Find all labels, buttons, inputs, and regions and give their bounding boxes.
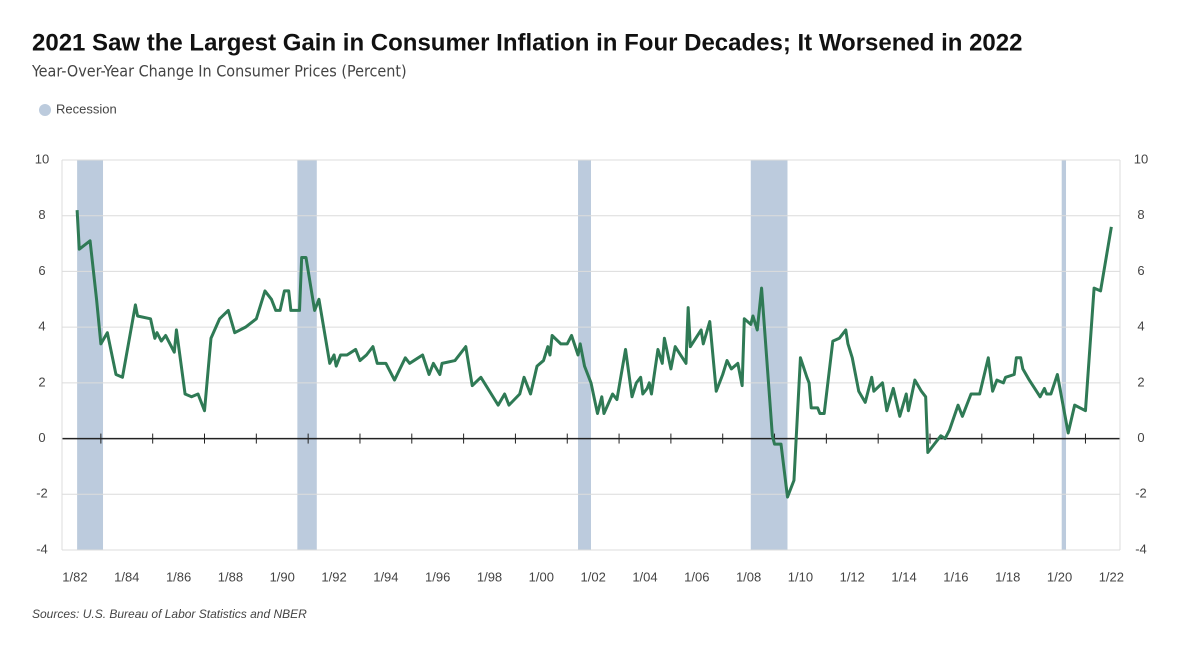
x-tick-label: 1/94: [373, 569, 398, 584]
x-tick-label: 1/04: [632, 569, 657, 584]
x-tick-label: 1/08: [736, 569, 761, 584]
x-tick-label: 1/12: [840, 569, 865, 584]
data-line: [75, 210, 1113, 499]
x-tick-label: 1/16: [943, 569, 968, 584]
chart-subtitle: Year-Over-Year Change In Consumer Prices…: [31, 62, 407, 81]
y-tick-label: -4: [36, 541, 48, 556]
x-tick-label: 1/82: [62, 569, 87, 584]
y-tick-label: 8: [38, 207, 45, 222]
recession-band: [1061, 160, 1067, 550]
y2-tick-label: 6: [1137, 263, 1144, 278]
legend-label: Recession: [56, 101, 117, 116]
x-tick-label: 1/06: [684, 569, 709, 584]
y2-tick-label: 8: [1137, 207, 1144, 222]
recession-bands: [77, 160, 1067, 550]
chart-title: 2021 Saw the Largest Gain in Consumer In…: [32, 29, 1022, 56]
recession-band: [77, 160, 104, 550]
x-tick-label: 1/02: [581, 569, 606, 584]
x-tick-label: 1/96: [425, 569, 450, 584]
recession-band: [578, 160, 591, 550]
y2-tick-label: 2: [1137, 374, 1144, 389]
source-note: Sources: U.S. Bureau of Labor Statistics…: [32, 607, 307, 621]
legend-swatch: [39, 104, 51, 116]
y2-tick-label: -4: [1135, 541, 1147, 556]
x-tick-label: 1/22: [1099, 569, 1124, 584]
y2-tick-label: 0: [1137, 430, 1144, 445]
y2-tick-label: 4: [1137, 319, 1144, 334]
recession-band: [297, 160, 317, 550]
x-tick-label: 1/00: [529, 569, 554, 584]
x-tick-label: 1/86: [166, 569, 191, 584]
x-tick-label: 1/90: [270, 569, 295, 584]
x-tick-label: 1/92: [321, 569, 346, 584]
recession-band: [750, 160, 788, 550]
y-tick-label: 10: [35, 151, 49, 166]
x-tick-label: 1/98: [477, 569, 502, 584]
y-tick-label: 2: [38, 374, 45, 389]
x-tick-label: 1/18: [995, 569, 1020, 584]
x-tick-label: 1/84: [114, 569, 139, 584]
y-tick-label: 0: [38, 430, 45, 445]
y-tick-label: 6: [38, 263, 45, 278]
x-tick-label: 1/20: [1047, 569, 1072, 584]
y-tick-label: 4: [38, 319, 45, 334]
y2-tick-label: 10: [1134, 151, 1148, 166]
x-tick-label: 1/88: [218, 569, 243, 584]
y-tick-label: -2: [36, 486, 48, 501]
x-tick-label: 1/10: [788, 569, 813, 584]
y2-tick-label: -2: [1135, 486, 1147, 501]
x-tick-label: 1/14: [891, 569, 916, 584]
